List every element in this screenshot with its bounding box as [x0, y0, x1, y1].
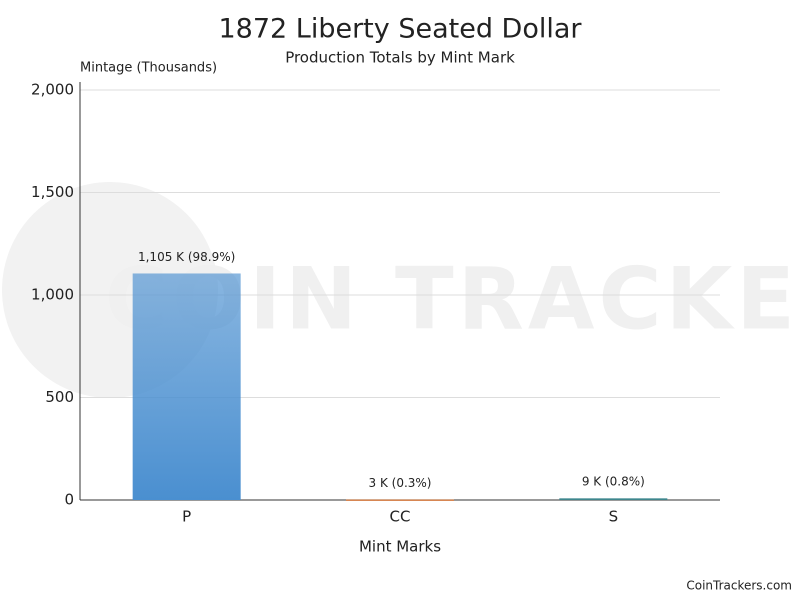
y-tick-label: 2,000	[31, 81, 74, 99]
y-tick-label: 1,500	[31, 183, 74, 201]
y-axis-label: Mintage (Thousands)	[80, 61, 217, 76]
credit: CoinTrackers.com	[686, 579, 792, 593]
value-label: 9 K (0.8%)	[582, 475, 645, 489]
x-axis-label: Mint Marks	[359, 538, 441, 556]
y-tick-label: 1,000	[31, 286, 74, 304]
y-tick-label: 500	[45, 388, 74, 406]
value-label: 1,105 K (98.9%)	[138, 250, 235, 264]
x-tick-label: S	[609, 508, 619, 526]
chart-title: 1872 Liberty Seated Dollar	[218, 14, 582, 45]
x-tick-label: P	[182, 508, 191, 526]
y-tick-label: 0	[64, 491, 74, 509]
bar	[559, 498, 668, 500]
bar	[346, 499, 454, 501]
bar	[132, 273, 241, 500]
chart-subtitle: Production Totals by Mint Mark	[285, 49, 515, 67]
x-tick-label: CC	[390, 508, 411, 526]
value-label: 3 K (0.3%)	[369, 476, 432, 490]
